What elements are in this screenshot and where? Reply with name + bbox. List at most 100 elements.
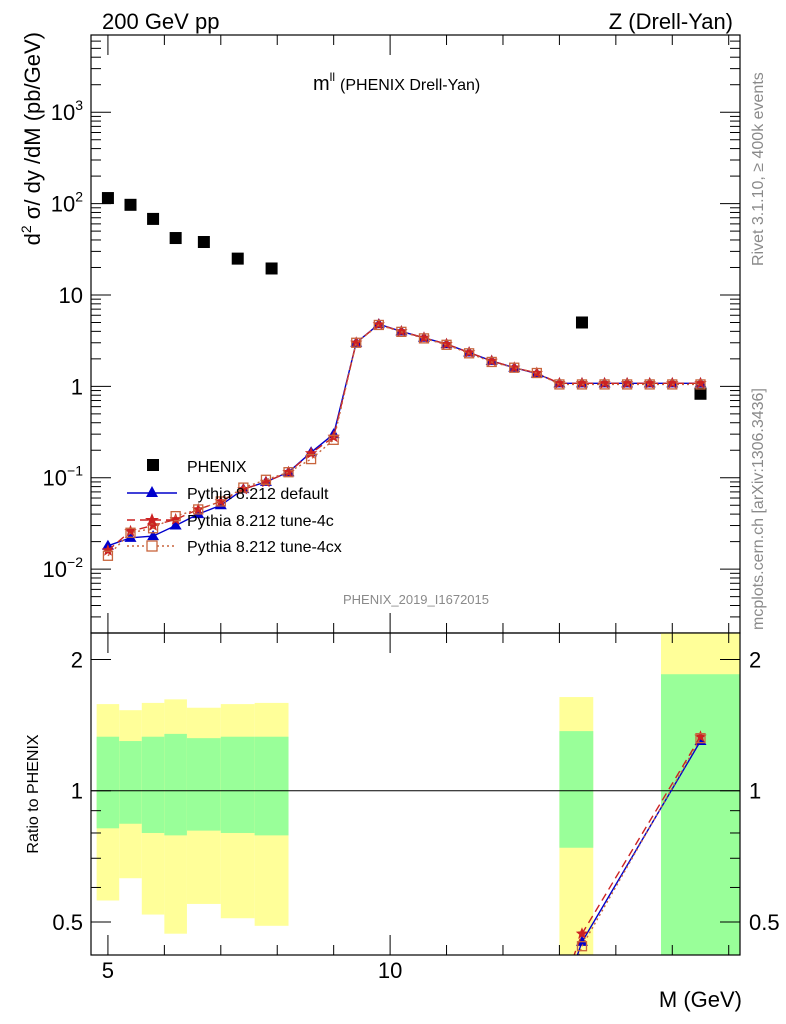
data-point xyxy=(231,252,244,265)
main-y-tick-label: 103 xyxy=(51,97,83,125)
process-label: Z (Drell-Yan) xyxy=(609,9,733,34)
data-point xyxy=(327,430,340,443)
data-point xyxy=(169,519,182,530)
data-point xyxy=(146,519,160,531)
data-point xyxy=(197,236,210,249)
ratio-y-tick-label-right: 1 xyxy=(749,779,761,804)
data-point xyxy=(694,387,707,400)
data-point xyxy=(486,356,497,368)
ratio-y-tick-label-right: 2 xyxy=(749,647,761,672)
y-label-d: d xyxy=(20,233,45,245)
data-point xyxy=(259,475,273,488)
data-point xyxy=(620,376,634,389)
data-point xyxy=(643,376,656,389)
data-point xyxy=(192,508,205,519)
main-y-tick-label: 102 xyxy=(51,189,83,217)
ratio-y-ticks: 0.5 0.5 1 1 2 2 xyxy=(52,647,779,935)
data-point xyxy=(554,379,565,390)
data-point xyxy=(644,379,655,390)
plot-title: mll (PHENIX Drell-Yan) xyxy=(313,70,480,95)
y-label-exp: 2 xyxy=(18,225,34,233)
data-point xyxy=(125,527,136,538)
ratio-y-tick-label: 0.5 xyxy=(52,910,83,935)
data-point xyxy=(260,474,272,485)
data-point xyxy=(440,337,453,350)
ratio-y-tick-label-right: 0.5 xyxy=(749,910,780,935)
tick-exp: 3 xyxy=(75,97,83,113)
ratio-y-tick-label: 2 xyxy=(71,647,83,672)
plot-title-sup: ll xyxy=(330,70,335,84)
ratio-point xyxy=(694,730,707,742)
tick-base: 10 xyxy=(43,466,67,491)
ratio-band-inner xyxy=(220,736,255,833)
main-y-tick-label: 10−1 xyxy=(43,463,84,491)
plot-title-main: m xyxy=(313,73,330,95)
data-point xyxy=(418,333,430,344)
data-point xyxy=(441,339,452,350)
data-point xyxy=(214,495,227,507)
data-point xyxy=(192,502,205,515)
data-point xyxy=(694,376,707,389)
main-y-tick-label: 10−2 xyxy=(43,554,84,582)
tick-base: 10 xyxy=(51,100,75,125)
legend-marker-default xyxy=(146,486,158,497)
data-point xyxy=(147,523,159,534)
legend-label-default: Pythia 8.212 default xyxy=(187,486,329,503)
ratio-uncertainty-bands xyxy=(96,633,740,955)
data-point xyxy=(695,379,706,390)
data-point xyxy=(237,482,250,495)
tick-base: 10 xyxy=(51,192,75,217)
data-point xyxy=(282,465,295,478)
data-point xyxy=(265,262,278,275)
legend-item-phenix: PHENIX xyxy=(147,459,247,476)
y-label-rest: σ/ dy /dM (pb/GeV) xyxy=(20,32,45,225)
data-point xyxy=(396,326,407,337)
ratio-series-pythia-8-212-tune-4c xyxy=(573,730,707,955)
data-point xyxy=(283,467,294,478)
ratio-band-inner xyxy=(141,736,165,833)
rivet-version-label: Rivet 3.1.10, ≥ 400k events xyxy=(750,72,767,266)
tick-exp: −1 xyxy=(67,463,83,479)
series-line xyxy=(107,324,701,557)
ratio-point xyxy=(576,941,588,952)
data-point xyxy=(372,318,385,330)
data-point xyxy=(102,550,114,561)
data-point xyxy=(101,544,115,556)
data-point xyxy=(101,192,114,205)
legend: PHENIX Pythia 8.212 default Pythia 8.212… xyxy=(127,459,342,556)
legend-item-default: Pythia 8.212 default xyxy=(127,486,329,503)
tick-base: 10 xyxy=(43,557,67,582)
legend-marker-tune4cx xyxy=(146,540,158,552)
data-point xyxy=(124,524,137,537)
data-point xyxy=(305,453,317,465)
data-point xyxy=(485,354,498,367)
data-point xyxy=(351,337,362,348)
tick-exp: −2 xyxy=(67,554,83,570)
ratio-y-axis-label: Ratio to PHENIX xyxy=(25,734,42,853)
ratio-point xyxy=(575,927,589,939)
data-point xyxy=(395,324,408,337)
ratio-point xyxy=(695,733,706,744)
legend-label-tune4c: Pythia 8.212 tune-4c xyxy=(187,513,334,530)
series-phenix xyxy=(101,192,707,400)
legend-marker-phenix xyxy=(147,459,159,471)
data-point xyxy=(463,348,475,359)
main-y-axis-label: d2 σ/ dy /dM (pb/GeV) xyxy=(18,32,45,245)
series-pythia-8-212-tune-4cx xyxy=(102,319,706,561)
ratio-band-inner xyxy=(660,674,740,955)
data-point xyxy=(575,376,589,389)
data-point xyxy=(193,504,204,515)
plot-title-rest: (PHENIX Drell-Yan) xyxy=(340,77,480,94)
legend-label-phenix: PHENIX xyxy=(187,459,247,476)
legend-marker-tune4c xyxy=(145,513,159,526)
legend-label-tune4cx: Pythia 8.212 tune-4cx xyxy=(187,539,342,556)
main-x-ticks xyxy=(107,35,730,633)
data-point xyxy=(666,376,679,389)
data-point xyxy=(462,346,476,358)
collision-label: 200 GeV pp xyxy=(102,9,219,34)
ratio-band-inner xyxy=(559,731,594,848)
data-point xyxy=(598,376,611,389)
ratio-panel: 0.5 0.5 1 1 2 2 5 10 Ratio to PHENIX M (GeV) xyxy=(25,632,780,1012)
data-point xyxy=(509,362,520,373)
